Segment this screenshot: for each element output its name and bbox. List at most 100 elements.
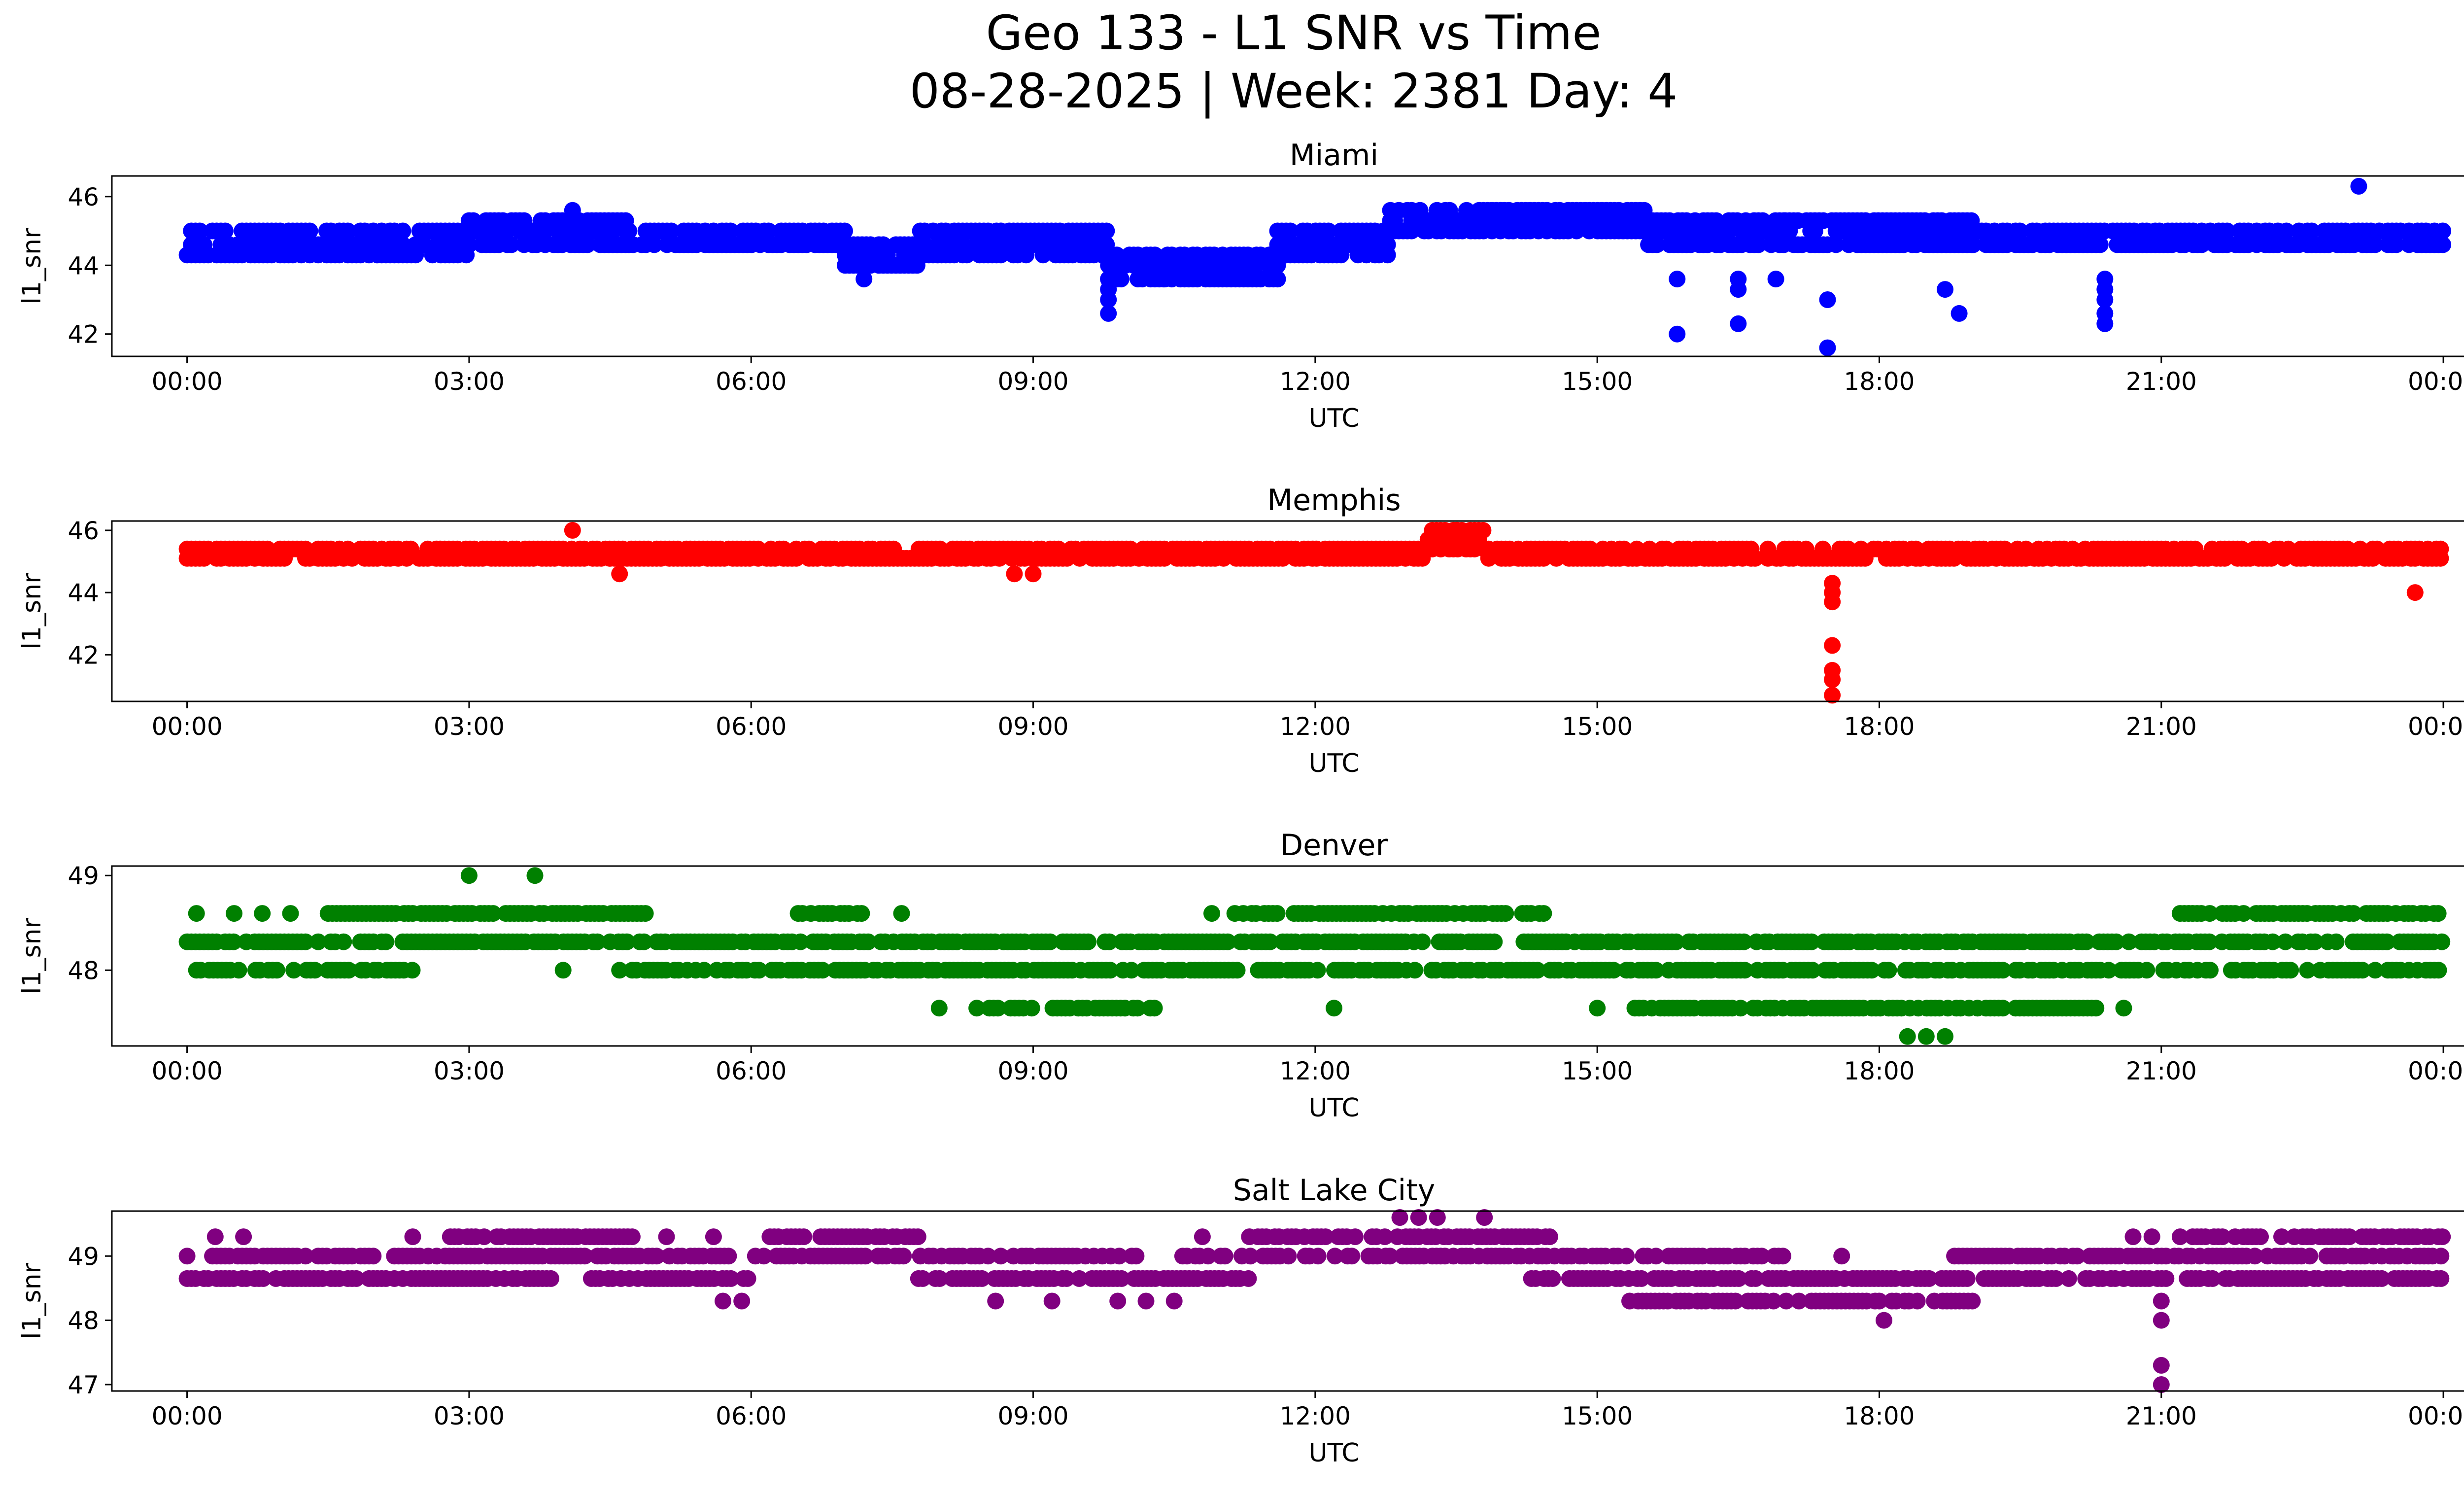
memphis-point-715 (1814, 540, 1831, 557)
miami-point-998 (2366, 236, 2384, 253)
salt-lake-city-xtick-label-5: 15:00 (1562, 1402, 1633, 1430)
miami-point-163 (579, 236, 596, 253)
salt-lake-city-title: Salt Lake City (1233, 1173, 1436, 1208)
salt-lake-city-ytick-label-2: 49 (68, 1242, 99, 1271)
miami-point-105 (216, 222, 234, 240)
miami-xtick-label-0: 00:00 (152, 367, 223, 396)
miami-point-738 (1648, 236, 1666, 253)
miami-point-269 (620, 222, 638, 240)
salt-lake-city-point-256 (1111, 1248, 1128, 1265)
salt-lake-city-ytick-label-1: 48 (68, 1307, 99, 1335)
salt-lake-city-point-810 (1376, 1228, 1393, 1246)
memphis-x-label: UTC (1308, 749, 1359, 778)
miami-point-802 (1708, 212, 1725, 229)
salt-lake-city-point-237 (992, 1248, 1009, 1265)
miami-xtick-label-7: 21:00 (2126, 367, 2197, 396)
salt-lake-city-point-885 (2153, 1356, 2170, 1374)
miami-y-label: l1_snr (17, 228, 47, 305)
salt-lake-city-ytick-label-0: 47 (68, 1371, 99, 1399)
miami-title: Miami (1290, 138, 1378, 173)
denver-point-371 (2201, 933, 2218, 950)
salt-lake-city-point-840 (1541, 1228, 1558, 1246)
salt-lake-city-point-218 (857, 1248, 874, 1265)
miami-point-232 (646, 236, 663, 253)
denver-point-166 (1080, 933, 1097, 950)
memphis-point-718 (1840, 540, 1857, 557)
salt-lake-city-point-384 (1618, 1248, 1635, 1265)
salt-lake-city-point-855 (2273, 1228, 2290, 1246)
memphis-point-727 (1907, 540, 1924, 557)
memphis-axes-frame (111, 520, 2464, 702)
salt-lake-city-xtick-label-8: 00:00 (2408, 1402, 2464, 1430)
salt-lake-city-point-410 (1774, 1248, 1791, 1265)
salt-lake-city-point-285 (1058, 1270, 1075, 1287)
denver-xtick-label-4: 12:00 (1280, 1057, 1351, 1085)
salt-lake-city-point-902 (404, 1228, 421, 1246)
miami-y-axis: 42 44 46 (68, 183, 112, 349)
memphis-point-743 (1996, 540, 2014, 557)
miami-point-1112 (856, 271, 873, 288)
denver-y-axis: 48 49 (68, 862, 112, 985)
miami-point-121 (301, 222, 318, 240)
miami-xtick-label-1: 03:00 (434, 367, 505, 396)
miami-point-966 (2193, 236, 2210, 253)
denver-axes-frame (111, 865, 2464, 1047)
miami-xtick-label-3: 09:00 (997, 367, 1068, 396)
denver-point-407 (2433, 933, 2451, 950)
denver-point-431 (340, 962, 357, 979)
miami-point-821 (1827, 236, 1845, 253)
miami-point-581 (1379, 236, 1396, 253)
memphis-xtick-label-4: 12:00 (1280, 712, 1351, 741)
miami-xtick-label-5: 15:00 (1562, 367, 1633, 396)
memphis-xtick-label-6: 18:00 (1844, 712, 1915, 741)
salt-lake-city-point-529 (2204, 1270, 2221, 1287)
denver-point-624 (1647, 962, 1665, 979)
memphis-point-59 (297, 540, 314, 557)
denver-point-1051 (226, 905, 242, 922)
miami-point-1096 (1669, 271, 1686, 288)
memphis-point-801 (2352, 540, 2369, 557)
salt-lake-city-point-603 (1778, 1292, 1795, 1310)
miami-point-215 (553, 212, 571, 229)
salt-lake-city-x-label: UTC (1308, 1438, 1359, 1468)
denver-ytick-label-0: 48 (68, 956, 99, 985)
denver-point-685 (1994, 962, 2012, 979)
denver-point-1062 (893, 905, 910, 922)
denver-title: Denver (1280, 828, 1388, 863)
denver-point-530 (1102, 962, 1119, 979)
memphis-xtick-label-1: 03:00 (434, 712, 505, 741)
miami-point-1104 (1951, 305, 1968, 322)
memphis-point-692 (1658, 540, 1675, 557)
denver-point-416 (230, 962, 247, 979)
denver-point-617 (1605, 962, 1622, 979)
miami-point-485 (1269, 271, 1286, 288)
miami-point-388 (954, 236, 971, 253)
salt-lake-city-point-507 (2048, 1270, 2065, 1287)
salt-lake-city-point-336 (1309, 1248, 1327, 1265)
miami-point-291 (760, 222, 777, 240)
salt-lake-city-point-318 (1240, 1270, 1257, 1287)
memphis-point-52 (259, 540, 276, 557)
memphis-point-342 (800, 540, 818, 557)
memphis-point-339 (775, 540, 792, 557)
salt-lake-city-point-807 (1346, 1228, 1364, 1246)
miami-point-382 (916, 236, 933, 253)
salt-lake-city-point-270 (973, 1270, 991, 1287)
salt-lake-city-point-224 (895, 1248, 912, 1265)
salt-lake-city-point-325 (1216, 1248, 1233, 1265)
miami-point-201 (465, 212, 482, 229)
salt-lake-city-point-894 (1137, 1292, 1155, 1310)
memphis-point-813 (2432, 540, 2449, 557)
denver-point-1056 (1589, 1000, 1606, 1017)
miami-point-585 (1282, 222, 1299, 240)
salt-lake-city-point-702 (2301, 1248, 2319, 1265)
miami-xtick-label-6: 18:00 (1844, 367, 1915, 396)
salt-lake-city-point-890 (733, 1292, 751, 1310)
memphis-xtick-label-2: 06:00 (716, 712, 787, 741)
salt-lake-city-point-848 (2214, 1228, 2231, 1246)
salt-lake-city-point-327 (1242, 1248, 1259, 1265)
denver-point-83 (635, 933, 652, 950)
salt-lake-city-point-508 (2060, 1270, 2077, 1287)
denver-point-666 (1880, 962, 1897, 979)
salt-lake-city-point-604 (1790, 1292, 1808, 1310)
